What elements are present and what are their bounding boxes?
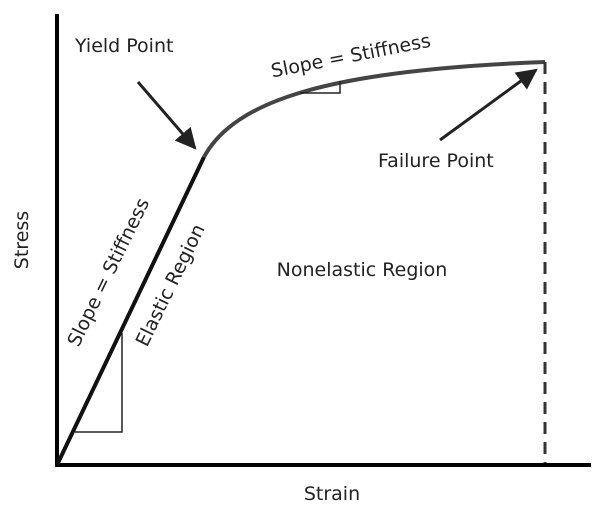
elastic-slope-triangle	[75, 333, 123, 433]
elastic-line	[55, 156, 206, 466]
y-axis-label: Stress	[11, 211, 33, 269]
slope-top-label: Slope = Stiffness	[269, 30, 432, 83]
x-axis-label: Strain	[304, 483, 360, 505]
plastic-slope-triangle	[300, 81, 341, 94]
plastic-curve	[202, 60, 546, 158]
failure-point-label: Failure Point	[378, 150, 494, 172]
yield-arrow	[136, 81, 197, 150]
nonelastic-region-label: Nonelastic Region	[277, 259, 448, 281]
failure-arrow	[439, 68, 538, 142]
yield-point-label: Yield Point	[74, 35, 173, 57]
